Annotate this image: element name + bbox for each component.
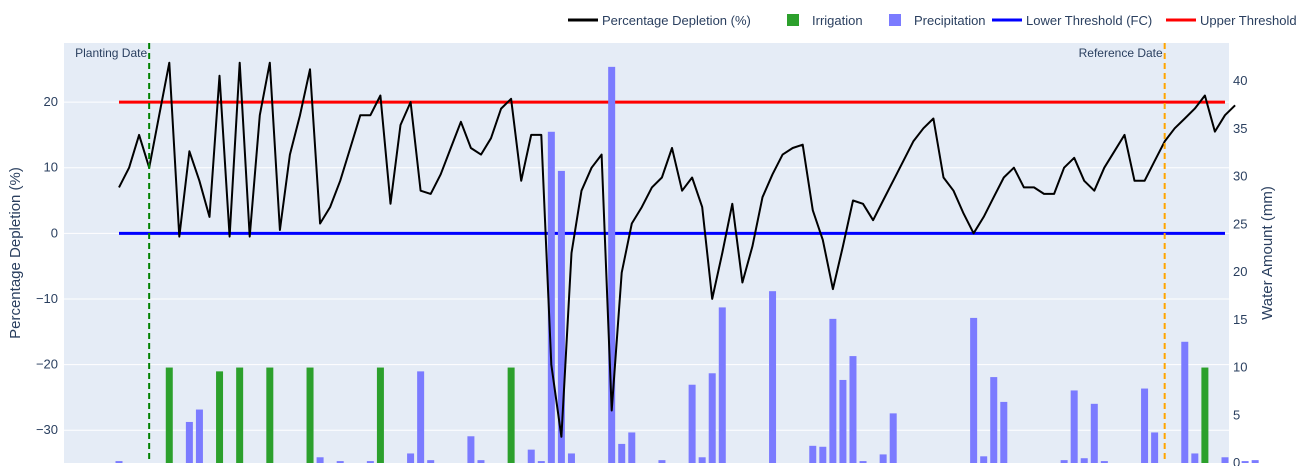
left-tick-label: −20 (36, 357, 58, 372)
precipitation-bar (527, 449, 535, 463)
right-tick-label: 10 (1233, 360, 1247, 375)
legend-item: Upper Threshold (1166, 13, 1297, 28)
precipitation-bar (618, 443, 626, 463)
precipitation-bar (819, 446, 827, 463)
precipitation-bar (859, 461, 867, 463)
precipitation-bar (1141, 388, 1149, 463)
right-tick-label: 35 (1233, 121, 1247, 136)
legend-item: Irrigation (787, 13, 863, 28)
irrigation-bar (1201, 367, 1209, 463)
line-layer (118, 61, 1236, 438)
legend-label: Irrigation (812, 13, 863, 28)
legend[interactable]: Percentage Depletion (%) Irrigation Precip… (568, 13, 1297, 28)
precipitation-bar (1221, 457, 1229, 463)
irrigation-bar (165, 367, 173, 463)
irrigation-bar (266, 367, 274, 463)
precipitation-bar (708, 373, 716, 463)
precipitation-bar (829, 318, 837, 463)
precipitation-bar (467, 436, 475, 463)
precipitation-bar (557, 170, 565, 463)
precipitation-bar (1181, 341, 1189, 463)
right-y-axis: 0 5 10 15 20 25 30 35 40 (1233, 73, 1247, 466)
precipitation-bar (185, 421, 193, 463)
precipitation-bar (889, 413, 897, 463)
precipitation-bar (407, 453, 415, 463)
precipitation-bar (567, 453, 575, 463)
precipitation-bar (990, 377, 998, 463)
left-axis-title: Percentage Depletion (%) (7, 167, 24, 339)
irrigation-bar (507, 367, 515, 463)
plot-background (64, 43, 1229, 463)
right-tick-label: 5 (1233, 407, 1240, 422)
precipitation-bar (115, 461, 123, 463)
bars-layer (115, 66, 1259, 464)
precipitation-bar (547, 131, 555, 464)
precipitation-bar (1000, 401, 1008, 463)
precipitation-bar (1060, 460, 1068, 463)
left-tick-label: 10 (44, 160, 58, 175)
left-tick-label: −30 (36, 422, 58, 437)
right-tick-label: 0 (1233, 455, 1240, 466)
legend-swatch-bar (889, 14, 901, 26)
irrigation-bar (236, 367, 244, 463)
precipitation-bar (1191, 453, 1199, 463)
precipitation-bar (628, 432, 636, 463)
legend-item: Precipitation (889, 13, 986, 28)
precipitation-bar (417, 371, 425, 463)
precipitation-bar (769, 291, 777, 463)
precipitation-bar (427, 460, 435, 463)
precipitation-bar (1151, 432, 1159, 463)
refline-layer: Planting Date Reference Date (75, 43, 1166, 463)
precipitation-bar (316, 457, 324, 463)
precipitation-bar (1090, 403, 1098, 463)
legend-item: Lower Threshold (FC) (992, 13, 1152, 28)
irrigation-bar (376, 367, 384, 463)
legend-swatch-bar (787, 14, 799, 26)
precipitation-bar (195, 409, 203, 463)
precipitation-bar (1100, 461, 1108, 463)
depletion-line (118, 61, 1236, 438)
precipitation-bar (1070, 390, 1078, 463)
precipitation-bar (879, 454, 887, 463)
precipitation-bar (839, 379, 847, 463)
precipitation-bar (849, 356, 857, 463)
legend-label: Lower Threshold (FC) (1026, 13, 1152, 28)
right-tick-label: 20 (1233, 264, 1247, 279)
left-y-axis: 20 10 0 −10 −20 −30 (36, 94, 58, 437)
planting-date-label: Planting Date (75, 46, 147, 60)
precipitation-bar (1080, 458, 1088, 463)
precipitation-bar (1251, 460, 1259, 463)
right-tick-label: 30 (1233, 169, 1247, 184)
legend-label: Upper Threshold (1200, 13, 1297, 28)
left-tick-label: −10 (36, 291, 58, 306)
legend-item: Percentage Depletion (%) (568, 13, 751, 28)
precipitation-bar (970, 317, 978, 463)
right-tick-label: 40 (1233, 73, 1247, 88)
precipitation-bar (718, 307, 726, 463)
reference-date-label: Reference Date (1079, 46, 1163, 60)
left-tick-label: 20 (44, 94, 58, 109)
right-tick-label: 25 (1233, 216, 1247, 231)
right-tick-label: 15 (1233, 312, 1247, 327)
precipitation-bar (537, 461, 545, 463)
left-tick-label: 0 (51, 225, 58, 240)
precipitation-bar (698, 457, 706, 463)
legend-label: Percentage Depletion (%) (602, 13, 751, 28)
precipitation-bar (688, 384, 696, 463)
precipitation-bar (366, 461, 374, 463)
precipitation-bar (980, 456, 988, 463)
irrigation-bar (306, 367, 314, 463)
precipitation-bar (608, 66, 616, 463)
precipitation-bar (658, 460, 666, 463)
precipitation-bar (1241, 461, 1249, 463)
precipitation-bar (477, 460, 485, 463)
irrigation-bar (216, 371, 224, 463)
precipitation-bar (809, 445, 817, 463)
legend-label: Precipitation (914, 13, 986, 28)
right-axis-title: Water Amount (mm) (1259, 186, 1276, 320)
precipitation-bar (336, 461, 344, 463)
